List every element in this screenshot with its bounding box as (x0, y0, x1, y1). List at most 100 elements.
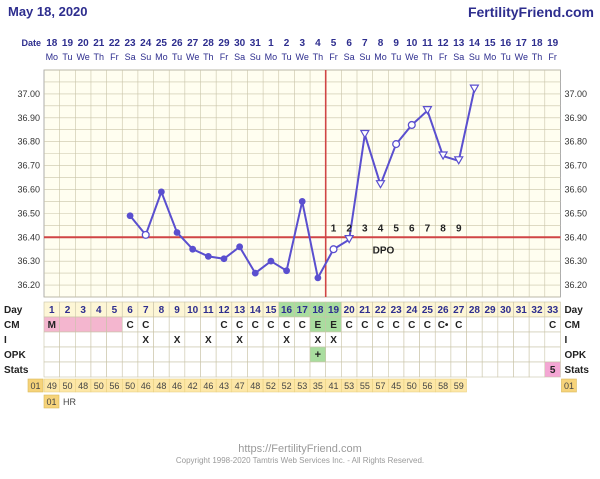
day-number: 17 (297, 305, 309, 316)
dpo-number: 4 (378, 223, 384, 234)
dpo-number: 3 (362, 223, 368, 234)
stats-cell (419, 361, 436, 378)
intercourse-cell (434, 331, 452, 348)
day-number: 25 (422, 305, 434, 316)
day-number: 22 (375, 305, 387, 316)
opk-cell (466, 346, 483, 363)
cm-value: C (126, 320, 133, 331)
row-label-right-opk: OPK (564, 350, 586, 361)
cm-cell (497, 316, 514, 333)
cm-value: C (236, 320, 243, 331)
stats-cell (75, 361, 92, 378)
date-label: 30 (234, 38, 246, 49)
day-number: 20 (344, 305, 356, 316)
stats-cell (43, 361, 60, 378)
day-number: 15 (265, 305, 277, 316)
intercourse-mark: X (315, 335, 322, 346)
row-label-right-day: Day (564, 305, 583, 316)
weekday-label: Tu (62, 52, 72, 62)
stats-value: 48 (156, 381, 166, 391)
day-number: 32 (531, 305, 543, 316)
intercourse-cell (513, 331, 530, 348)
footer-url[interactable]: https://FertilityFriend.com (238, 443, 362, 455)
intercourse-cell (215, 331, 233, 348)
cm-value: C (361, 320, 368, 331)
intercourse-cell (356, 331, 373, 348)
date-label: 1 (268, 38, 274, 49)
stats-marker: 5 (550, 365, 556, 376)
weekday-label: Tu (281, 52, 291, 62)
stats-cell (168, 361, 186, 378)
stats-cell (278, 361, 295, 378)
date-label: 3 (299, 38, 305, 49)
opk-cell (215, 346, 233, 363)
opk-cell (153, 346, 170, 363)
stats-cell (528, 361, 546, 378)
plot-area (43, 69, 561, 298)
cm-value: C (408, 320, 415, 331)
hr-label: HR (63, 397, 76, 407)
stats-cell (481, 361, 499, 378)
date-label: 27 (187, 38, 199, 49)
cm-cell (528, 316, 546, 333)
opk-cell (200, 346, 217, 363)
date-label: 24 (140, 38, 152, 49)
intercourse-mark: X (174, 335, 181, 346)
intercourse-cell (43, 331, 60, 348)
row-label-right-cm: CM (564, 320, 580, 331)
intercourse-cell (544, 331, 561, 348)
stats-value: 48 (250, 381, 260, 391)
temperature-point (453, 156, 464, 166)
weekday-label: Sa (344, 52, 355, 62)
cm-value: E (330, 320, 337, 331)
weekday-label: Fr (439, 52, 448, 62)
stats-cell (341, 361, 358, 378)
opk-cell (513, 346, 530, 363)
stats-value: 55 (360, 381, 370, 391)
weekday-label: Fr (548, 52, 557, 62)
temperature-point (189, 245, 197, 253)
stats-value: 50 (94, 381, 104, 391)
ytick-label-left: 36.40 (17, 232, 40, 242)
weekday-label: Tu (501, 52, 511, 62)
temperature-point (375, 180, 386, 189)
stats-value: 49 (47, 381, 57, 391)
date-label: 23 (125, 38, 137, 49)
row-label-right-stats: Stats (564, 365, 589, 376)
intercourse-mark: X (205, 335, 212, 346)
day-number: 11 (203, 305, 214, 316)
stats-value: 53 (344, 381, 354, 391)
day-number: 28 (469, 305, 481, 316)
temperature-point (469, 84, 480, 94)
stats-cell (153, 361, 170, 378)
ytick-label-right: 36.90 (564, 113, 587, 123)
ytick-label-right: 37.00 (564, 89, 587, 99)
brand-heading[interactable]: FertilityFriend.com (467, 4, 594, 20)
weekday-label: Tu (172, 52, 182, 62)
stats-value: 56 (109, 381, 119, 391)
intercourse-cell (247, 331, 264, 348)
cm-value: E (315, 320, 322, 331)
cm-value: C (283, 320, 290, 331)
stats-cell (497, 361, 514, 378)
day-number: 5 (112, 305, 118, 316)
day-number: 30 (500, 305, 512, 316)
stats-label-right (561, 378, 577, 393)
ytick-label-left: 36.70 (17, 161, 40, 171)
intercourse-cell (153, 331, 170, 348)
weekday-label: We (515, 52, 528, 62)
opk-cell (356, 346, 373, 363)
cm-value: C (346, 320, 353, 331)
date-label: 2 (284, 38, 290, 49)
opk-cell (278, 346, 295, 363)
ytick-label-left: 37.00 (17, 89, 40, 99)
intercourse-mark: X (236, 335, 243, 346)
stats-cell (59, 361, 76, 378)
opk-cell (294, 346, 311, 363)
weekday-label: Mo (265, 52, 278, 62)
date-label: 8 (378, 38, 384, 49)
temperature-point (359, 129, 370, 139)
day-number: 26 (438, 305, 450, 316)
temperature-point (236, 243, 244, 251)
stats-cell (231, 361, 248, 378)
